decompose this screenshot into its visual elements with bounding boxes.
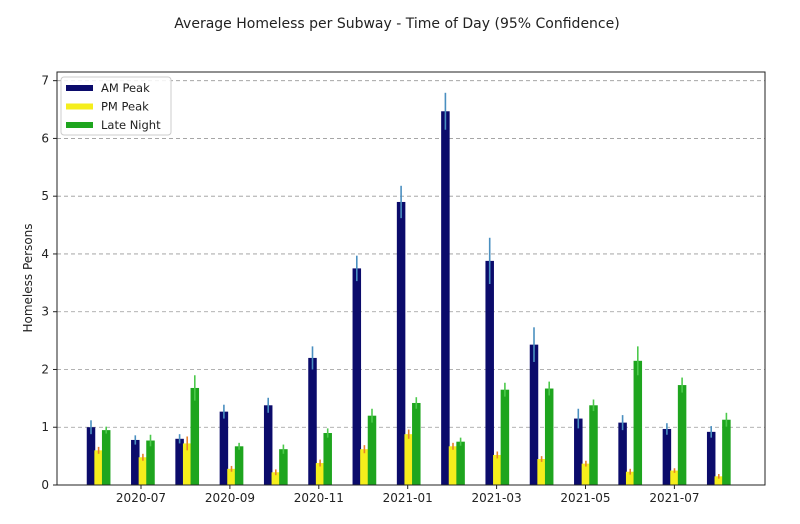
bar-am-peak: [263, 405, 273, 485]
bar-am-peak: [308, 357, 317, 485]
legend-swatch: [66, 122, 93, 128]
chart-title: Average Homeless per Subway - Time of Da…: [174, 16, 619, 32]
legend-label: AM Peak: [101, 81, 150, 95]
bar-am-peak: [485, 260, 494, 485]
y-tick-label: 7: [41, 74, 49, 88]
bar-late-night: [544, 388, 554, 485]
bar-pm-peak: [315, 463, 325, 485]
bar-pm-peak: [448, 446, 458, 485]
x-tick-label: 2020-11: [294, 491, 344, 505]
bar-late-night: [190, 387, 200, 485]
legend: AM Peak PM Peak Late Night: [60, 76, 172, 136]
y-tick-label: 0: [41, 478, 49, 492]
plot-frame: [56, 71, 766, 486]
bar-pm-peak: [94, 450, 103, 485]
bar-late-night: [234, 446, 244, 485]
y-tick-label: 6: [41, 131, 49, 145]
bar-pm-peak: [404, 434, 413, 485]
bar-late-night: [101, 430, 111, 485]
legend-swatch: [66, 85, 93, 91]
legend-label: PM Peak: [101, 100, 149, 114]
bar-late-night: [412, 402, 421, 485]
bar-late-night: [589, 405, 598, 485]
bar-late-night: [367, 415, 377, 485]
bar-pm-peak: [670, 470, 679, 485]
y-tick-label: 4: [41, 247, 49, 261]
bar-am-peak: [86, 427, 96, 485]
bar-pm-peak: [360, 449, 369, 485]
y-axis-label: Homeless Persons: [21, 223, 35, 332]
bar-am-peak: [396, 201, 406, 486]
bar-pm-peak: [625, 471, 635, 485]
bar-pm-peak: [182, 443, 192, 485]
bar-am-peak: [131, 439, 140, 485]
bar-am-peak: [175, 438, 184, 485]
bar-am-peak: [662, 428, 672, 485]
y-tick-label: 1: [41, 420, 49, 434]
bar-am-peak: [219, 411, 229, 485]
x-tick-label: 2021-07: [649, 491, 699, 505]
x-tick-label: 2021-03: [472, 491, 522, 505]
bar-am-peak: [352, 268, 362, 485]
bar-pm-peak: [537, 459, 546, 485]
bar-am-peak: [618, 422, 627, 485]
legend-label: Late Night: [101, 118, 161, 132]
bar-late-night: [146, 440, 155, 485]
bar-late-night: [677, 385, 687, 485]
bar-pm-peak: [138, 457, 148, 485]
bar-late-night: [633, 360, 643, 485]
bar-am-peak: [529, 344, 539, 485]
x-tick-label: 2021-05: [560, 491, 610, 505]
bar-am-peak: [574, 418, 583, 485]
bar-late-night: [456, 441, 465, 485]
bar-late-night: [323, 433, 332, 485]
bar-pm-peak: [493, 454, 502, 485]
x-tick-label: 2020-09: [205, 491, 255, 505]
y-tick-label: 2: [41, 362, 49, 376]
y-tick-label: 5: [41, 189, 49, 203]
bar-am-peak: [441, 111, 450, 485]
bar-late-night: [722, 419, 731, 485]
bar-late-night: [279, 449, 288, 485]
bar-late-night: [500, 389, 510, 485]
bar-pm-peak: [714, 476, 724, 485]
legend-swatch: [66, 103, 93, 110]
x-tick-label: 2021-01: [383, 491, 433, 505]
bar-pm-peak: [581, 463, 591, 485]
y-tick-label: 3: [41, 305, 49, 319]
bar-pm-peak: [227, 468, 236, 485]
x-tick-label: 2020-07: [116, 491, 166, 505]
bar-pm-peak: [271, 472, 281, 485]
bar-am-peak: [706, 431, 716, 485]
